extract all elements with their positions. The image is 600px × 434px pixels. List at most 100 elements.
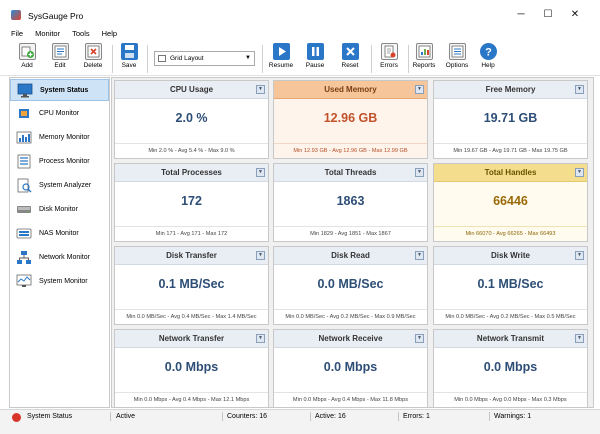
reset-icon <box>341 43 359 60</box>
system-icon <box>16 274 32 289</box>
status-state: Active <box>116 413 136 420</box>
card-total-handles[interactable]: Total Handles ▼ 66446 Min 66070 - Avg 66… <box>433 163 588 242</box>
card-disk-read[interactable]: Disk Read ▼ 0.0 MB/Sec Min 0.0 MB/Sec - … <box>273 246 428 325</box>
sidebar-item-process-monitor[interactable]: Process Monitor <box>10 151 109 173</box>
card-title: Disk Read <box>274 247 427 265</box>
close-button[interactable]: ✕ <box>570 9 580 20</box>
minimize-button[interactable]: ─ <box>517 9 525 20</box>
card-value: 19.71 GB <box>483 111 538 125</box>
card-menu-chevron-icon[interactable]: ▼ <box>415 334 424 343</box>
add-icon <box>18 43 36 60</box>
card-menu-chevron-icon[interactable]: ▼ <box>415 251 424 260</box>
card-stats: Min 1829 - Avg 1851 - Max 1867 <box>274 226 427 241</box>
edit-button[interactable]: Edit <box>47 43 73 75</box>
options-label: Options <box>445 62 469 69</box>
card-network-transfer[interactable]: Network Transfer ▼ 0.0 Mbps Min 0.0 Mbps… <box>114 329 269 408</box>
sidebar-item-system-status[interactable]: System Status <box>10 79 109 101</box>
card-title: Network Transfer <box>115 330 268 348</box>
card-menu-chevron-icon[interactable]: ▼ <box>415 168 424 177</box>
sidebar-item-memory-monitor[interactable]: Memory Monitor <box>10 127 109 149</box>
sidebar-item-network-monitor[interactable]: Network Monitor <box>10 247 109 269</box>
card-used-memory[interactable]: Used Memory ▼ 12.96 GB Min 12.93 GB - Av… <box>273 80 428 159</box>
menu-file[interactable]: File <box>11 29 24 38</box>
card-value: 0.0 Mbps <box>483 360 538 374</box>
save-icon <box>120 43 138 60</box>
pause-button[interactable]: Pause <box>301 43 329 75</box>
errors-button[interactable]: Errors <box>375 43 403 75</box>
card-menu-chevron-icon[interactable]: ▼ <box>575 168 584 177</box>
card-stats: Min 0.0 MB/Sec - Avg 0.4 MB/Sec - Max 1.… <box>115 309 268 324</box>
sidebar-item-system-analyzer[interactable]: System Analyzer <box>10 175 109 197</box>
card-menu-chevron-icon[interactable]: ▼ <box>575 334 584 343</box>
card-title: Total Threads <box>274 164 427 182</box>
toolbar: Add Edit Delete Save Grid Layout ▼ Resum… <box>0 41 600 76</box>
add-button[interactable]: Add <box>14 43 40 75</box>
status-separator <box>222 412 223 421</box>
pause-label: Pause <box>305 62 325 69</box>
menu-help[interactable]: Help <box>101 29 118 38</box>
card-total-processes[interactable]: Total Processes ▼ 172 Min 171 - Avg 171 … <box>114 163 269 242</box>
card-value: 1863 <box>336 194 365 208</box>
save-button[interactable]: Save <box>116 43 142 75</box>
sidebar-item-system-monitor[interactable]: System Monitor <box>10 271 109 293</box>
card-menu-chevron-icon[interactable]: ▼ <box>256 85 265 94</box>
layout-select-value: Grid Layout <box>170 55 204 62</box>
network-icon <box>16 250 32 265</box>
memory-icon <box>16 130 32 145</box>
toolbar-separator <box>262 45 263 73</box>
card-menu-chevron-icon[interactable]: ▼ <box>575 251 584 260</box>
errors-label: Errors <box>380 62 398 69</box>
sidebar-item-label: System Analyzer <box>39 182 92 189</box>
delete-button[interactable]: Delete <box>80 43 106 75</box>
sidebar-item-label: CPU Monitor <box>39 110 80 117</box>
card-stats: Min 0.0 Mbps - Avg 0.4 Mbps - Max 11.8 M… <box>274 392 427 407</box>
card-menu-chevron-icon[interactable]: ▼ <box>256 334 265 343</box>
card-stats: Min 0.0 MB/Sec - Avg 0.2 MB/Sec - Max 0.… <box>274 309 427 324</box>
layout-select[interactable]: Grid Layout ▼ <box>154 51 255 66</box>
card-total-threads[interactable]: Total Threads ▼ 1863 Min 1829 - Avg 1851… <box>273 163 428 242</box>
card-stats: Min 0.0 Mbps - Avg 0.0 Mbps - Max 0.3 Mb… <box>434 392 587 407</box>
reports-button[interactable]: Reports <box>410 43 438 75</box>
card-title: Network Transmit <box>434 330 587 348</box>
card-disk-transfer[interactable]: Disk Transfer ▼ 0.1 MB/Sec Min 0.0 MB/Se… <box>114 246 269 325</box>
pause-icon <box>306 43 324 60</box>
card-network-transmit[interactable]: Network Transmit ▼ 0.0 Mbps Min 0.0 Mbps… <box>433 329 588 408</box>
toolbar-separator <box>147 45 148 73</box>
errors-icon <box>380 43 398 60</box>
card-stats: Min 12.93 GB - Avg 12.96 GB - Max 12.99 … <box>274 143 427 158</box>
card-value: 0.0 Mbps <box>164 360 219 374</box>
analyzer-icon <box>16 178 32 193</box>
resume-button[interactable]: Resume <box>266 43 296 75</box>
card-cpu-usage[interactable]: CPU Usage ▼ 2.0 % Min 2.0 % - Avg 5.4 % … <box>114 80 269 159</box>
sidebar-item-nas-monitor[interactable]: NAS Monitor <box>10 223 109 245</box>
card-value: 12.96 GB <box>323 111 378 125</box>
card-value: 66446 <box>493 194 528 208</box>
card-menu-chevron-icon[interactable]: ▼ <box>575 85 584 94</box>
toolbar-separator <box>371 45 372 73</box>
options-button[interactable]: Options <box>443 43 471 75</box>
sidebar-item-cpu-monitor[interactable]: CPU Monitor <box>10 103 109 125</box>
sidebar-item-disk-monitor[interactable]: Disk Monitor <box>10 199 109 221</box>
status-separator <box>398 412 399 421</box>
reset-button[interactable]: Reset <box>336 43 364 75</box>
reports-icon <box>415 43 433 60</box>
card-stats: Min 171 - Avg 171 - Max 172 <box>115 226 268 241</box>
help-label: Help <box>481 62 495 69</box>
disk-icon <box>16 202 32 217</box>
stop-icon[interactable] <box>12 413 21 422</box>
maximize-button[interactable]: ☐ <box>543 9 553 20</box>
menu-monitor[interactable]: Monitor <box>35 29 61 38</box>
help-button[interactable]: ? Help <box>476 43 500 75</box>
card-menu-chevron-icon[interactable]: ▼ <box>256 168 265 177</box>
menu-bar: File Monitor Tools Help <box>0 29 600 41</box>
card-title: Disk Transfer <box>115 247 268 265</box>
card-menu-chevron-icon[interactable]: ▼ <box>415 85 424 94</box>
card-value: 172 <box>181 194 202 208</box>
menu-tools[interactable]: Tools <box>72 29 90 38</box>
card-free-memory[interactable]: Free Memory ▼ 19.71 GB Min 19.67 GB - Av… <box>433 80 588 159</box>
card-disk-write[interactable]: Disk Write ▼ 0.1 MB/Sec Min 0.0 MB/Sec -… <box>433 246 588 325</box>
card-network-receive[interactable]: Network Receive ▼ 0.0 Mbps Min 0.0 Mbps … <box>273 329 428 408</box>
card-menu-chevron-icon[interactable]: ▼ <box>256 251 265 260</box>
card-title: Disk Write <box>434 247 587 265</box>
card-stats: Min 2.0 % - Avg 5.4 % - Max 9.0 % <box>115 143 268 158</box>
